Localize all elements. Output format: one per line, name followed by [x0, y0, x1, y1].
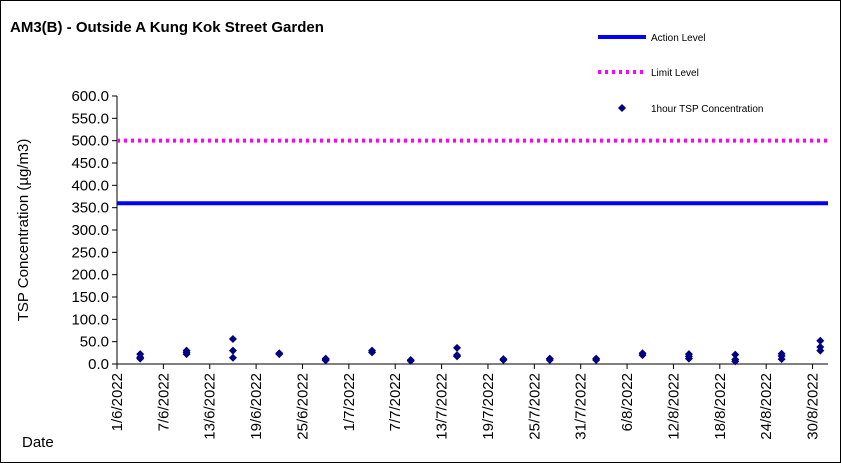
- x-tick-label: 31/7/2022: [573, 373, 590, 440]
- tsp-data-point: [368, 348, 377, 357]
- tsp-data-point: [816, 336, 825, 345]
- tsp-data-point: [777, 355, 786, 364]
- y-tick-label: 0.0: [88, 356, 109, 373]
- tsp-data-point: [731, 350, 740, 359]
- y-tick-label: 200.0: [71, 267, 109, 284]
- tsp-data-point: [321, 356, 330, 365]
- y-tick-label: 550.0: [71, 110, 109, 127]
- y-tick-label: 100.0: [71, 311, 109, 328]
- legend: Action Level Limit Level 1hour TSP Conce…: [598, 33, 763, 115]
- tsp-data-point: [592, 355, 601, 364]
- tsp-data-point: [228, 346, 237, 355]
- x-axis-title: Date: [22, 434, 54, 451]
- y-tick-label: 50.0: [80, 334, 109, 351]
- y-tick-label: 150.0: [71, 289, 109, 306]
- x-tick-label: 25/7/2022: [526, 373, 543, 440]
- x-tick-label: 18/8/2022: [712, 373, 729, 440]
- x-tick-label: 19/6/2022: [248, 373, 265, 440]
- x-tick-label: 1/6/2022: [109, 373, 126, 431]
- tsp-data-point: [228, 334, 237, 343]
- legend-limit-label: Limit Level: [651, 68, 699, 79]
- tsp-data-point: [499, 355, 508, 364]
- y-tick-label: 300.0: [71, 222, 109, 239]
- y-tick-label: 600.0: [71, 88, 109, 105]
- x-tick-label: 25/6/2022: [294, 373, 311, 440]
- y-tick-label: 350.0: [71, 200, 109, 217]
- x-tick-label: 7/6/2022: [155, 373, 172, 431]
- tsp-data-point: [182, 350, 191, 359]
- x-tick-label: 7/7/2022: [387, 373, 404, 431]
- tsp-data-point: [136, 354, 145, 363]
- legend-action-label: Action Level: [651, 33, 705, 44]
- plot-area: 0.0 50.0 100.0 150.0 200.0 250.0 300.0 350.0 400…: [71, 88, 828, 440]
- tsp-data-point: [228, 353, 237, 362]
- tsp-data-point: [453, 352, 462, 361]
- tsp-data-point: [275, 350, 284, 359]
- y-tick-label: 400.0: [71, 177, 109, 194]
- x-tick-label: 19/7/2022: [480, 373, 497, 440]
- tsp-data-point: [453, 343, 462, 352]
- chart-title: AM3(B) - Outside A Kung Kok Street Garde…: [10, 19, 324, 36]
- tsp-data-point: [731, 357, 740, 366]
- tsp-data-point: [638, 351, 647, 360]
- legend-point-swatch: [618, 104, 626, 112]
- legend-point-label: 1hour TSP Concentration: [651, 104, 763, 115]
- x-tick-label: 12/8/2022: [665, 373, 682, 440]
- y-axis-title: TSP Concentration (µg/m3): [15, 139, 32, 322]
- x-tick-label: 13/7/2022: [434, 373, 451, 440]
- x-tick-label: 6/8/2022: [619, 373, 636, 431]
- y-tick-label: 500.0: [71, 133, 109, 150]
- tsp-data-point: [816, 346, 825, 355]
- tsp-data-point: [406, 356, 415, 365]
- x-tick-label: 30/8/2022: [805, 373, 822, 440]
- tsp-data-point: [684, 354, 693, 363]
- x-tick-label: 24/8/2022: [758, 373, 775, 440]
- y-tick-label: 250.0: [71, 244, 109, 261]
- y-tick-label: 450.0: [71, 155, 109, 172]
- tsp-data-point: [545, 355, 554, 364]
- x-tick-label: 1/7/2022: [341, 373, 358, 431]
- x-tick-label: 13/6/2022: [202, 373, 219, 440]
